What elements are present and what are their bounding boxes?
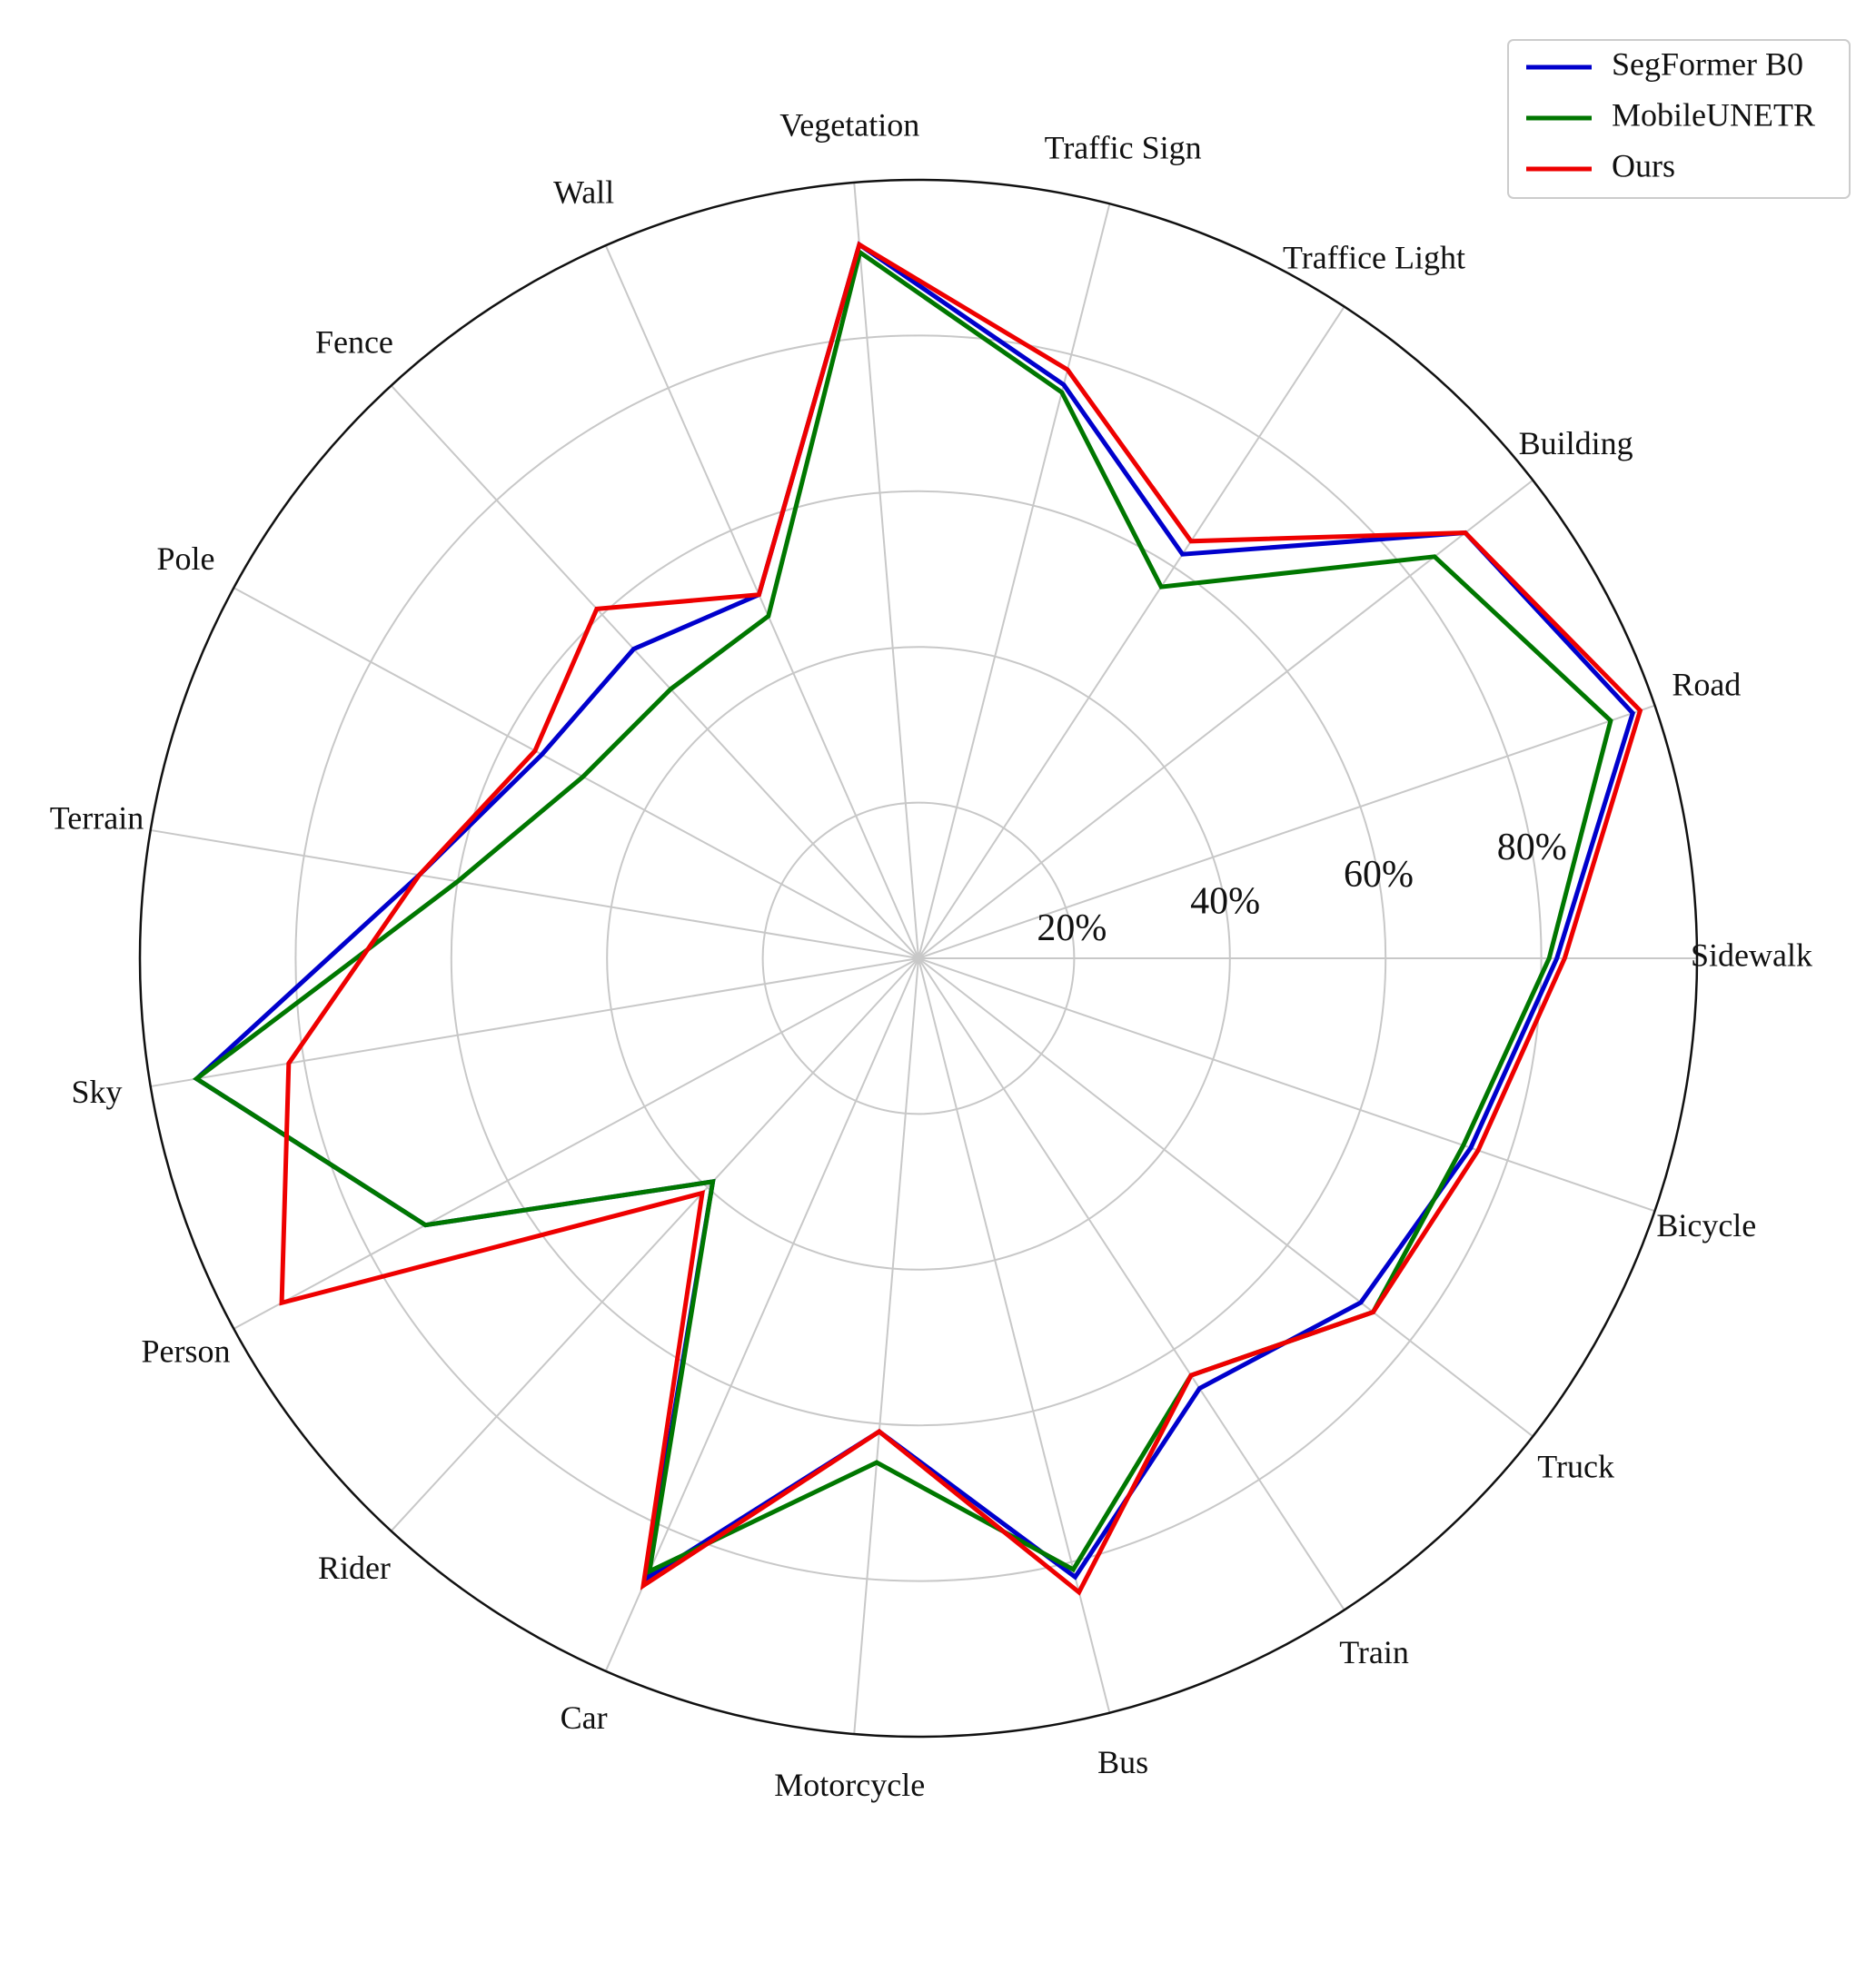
spoke-fence <box>390 384 919 959</box>
spoke-wall <box>604 244 919 959</box>
grid-circle-40 <box>606 646 1231 1271</box>
spoke-bicycle <box>918 957 1655 1213</box>
category-label-sidewalk: Sidewalk <box>1691 936 1812 973</box>
tick-label-80: 80% <box>1497 827 1567 868</box>
category-label-bus: Bus <box>1097 1744 1148 1780</box>
radar-series <box>193 241 1643 1596</box>
legend: SegFormer B0 MobileUNETR Ours <box>1507 39 1851 199</box>
category-label-road: Road <box>1672 667 1741 703</box>
legend-box <box>1507 39 1851 199</box>
category-label-car: Car <box>561 1699 608 1736</box>
category-label-rider: Rider <box>318 1550 391 1586</box>
category-label-fence: Fence <box>315 324 393 361</box>
grid-circle-80 <box>294 334 1543 1582</box>
spoke-road <box>918 704 1655 959</box>
category-label-bicycle: Bicycle <box>1656 1207 1756 1244</box>
spoke-rider <box>390 957 919 1532</box>
spoke-truck <box>918 957 1534 1438</box>
spoke-person <box>233 957 919 1330</box>
tick-label-20: 20% <box>1037 907 1107 949</box>
category-labels: Sidewalk Road Building Traffice Light Traffi… <box>50 106 1812 1803</box>
grid-circle-60 <box>450 490 1387 1427</box>
spoke-traffice-light <box>918 306 1345 959</box>
category-label-pole: Pole <box>157 540 215 577</box>
spoke-car <box>604 957 919 1672</box>
category-label-motorcycle: Motorcycle <box>774 1767 925 1803</box>
series-line-mobileunetr <box>193 248 1613 1576</box>
series-line-ours <box>279 241 1643 1596</box>
category-label-truck: Truck <box>1537 1448 1614 1484</box>
series-line-segformer-b0 <box>193 241 1636 1583</box>
legend-label-ours: Ours <box>1612 147 1675 183</box>
grid-circle-20 <box>761 801 1076 1115</box>
legend-label-mobileunetr: MobileUNETR <box>1612 96 1815 133</box>
category-label-building: Building <box>1519 425 1633 461</box>
category-label-person: Person <box>142 1333 231 1370</box>
category-label-vegetation: Vegetation <box>779 106 919 143</box>
spoke-building <box>918 479 1534 959</box>
tick-label-60: 60% <box>1344 854 1414 896</box>
category-label-sky: Sky <box>71 1074 122 1110</box>
spoke-sky <box>150 957 919 1088</box>
radar-grid <box>138 178 1699 1739</box>
category-label-terrain: Terrain <box>50 799 144 836</box>
tick-label-40: 40% <box>1190 880 1260 922</box>
spoke-bus <box>918 957 1111 1714</box>
spoke-motorcycle <box>853 957 919 1735</box>
outer-frame <box>138 178 1699 1739</box>
category-label-train: Train <box>1339 1634 1409 1670</box>
spoke-pole <box>233 587 919 959</box>
spoke-train <box>918 957 1345 1610</box>
category-label-traffic-sign: Traffic Sign <box>1045 129 1202 165</box>
radial-tick-labels: 20% 40% 60% 80% <box>1037 827 1566 949</box>
legend-label-segformer-b0: SegFormer B0 <box>1612 45 1803 82</box>
category-label-traffice-light: Traffice Light <box>1283 240 1465 276</box>
spoke-traffic-sign <box>918 203 1111 959</box>
spoke-terrain <box>150 828 919 959</box>
category-label-wall: Wall <box>553 174 614 211</box>
spoke-vegetation <box>853 182 919 959</box>
